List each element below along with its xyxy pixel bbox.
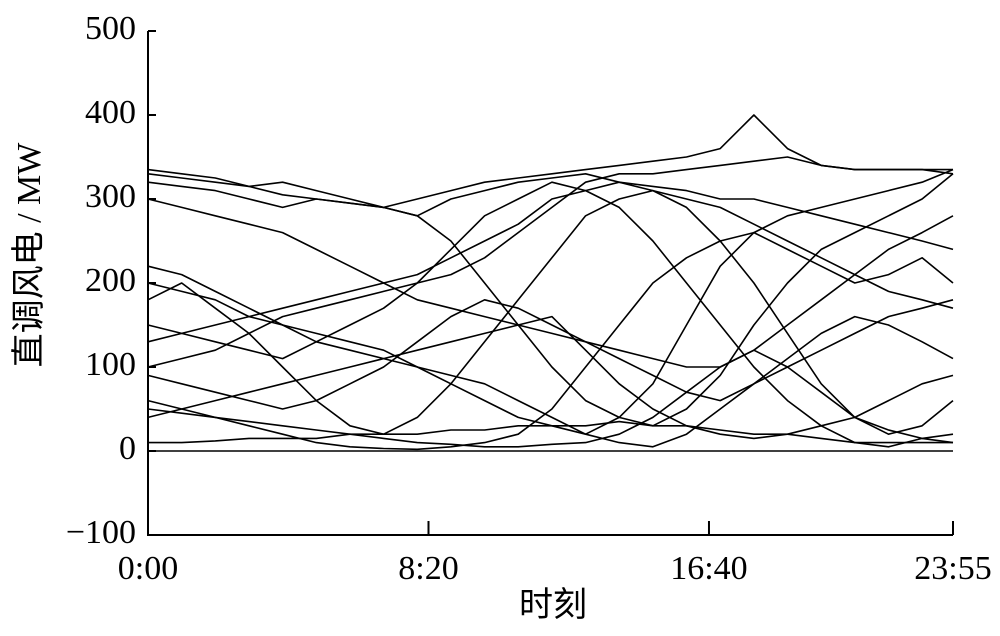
y-axis-label: 直调风电 / MW (10, 142, 48, 368)
series-line (147, 189, 954, 435)
y-tick-label: 0 (119, 430, 136, 467)
x-tick-label: 23:55 (914, 550, 991, 587)
series-line (147, 198, 954, 368)
y-tick-label: −100 (66, 514, 136, 551)
x-tick-label: 0:00 (118, 550, 178, 587)
series-line (148, 420, 953, 444)
series-line (147, 156, 953, 368)
series-line (147, 315, 954, 440)
series-line (147, 168, 954, 427)
x-tick-label: 16:40 (670, 550, 747, 587)
y-tick-label: 500 (85, 10, 136, 47)
y-tick-label: 200 (85, 262, 136, 299)
x-tick-label: 8:20 (398, 550, 458, 587)
series-line (147, 114, 954, 209)
series-line (147, 173, 954, 309)
series-line (147, 299, 954, 410)
y-tick-label: 300 (85, 178, 136, 215)
series-line (147, 349, 954, 448)
y-tick-label: 400 (85, 94, 136, 131)
series-line (147, 231, 954, 451)
series-line (147, 181, 954, 343)
y-tick-label: 100 (85, 346, 136, 383)
axes (147, 31, 953, 536)
x-axis-label: 时刻 (519, 586, 587, 624)
series-line (147, 181, 954, 448)
series-line (147, 265, 954, 448)
